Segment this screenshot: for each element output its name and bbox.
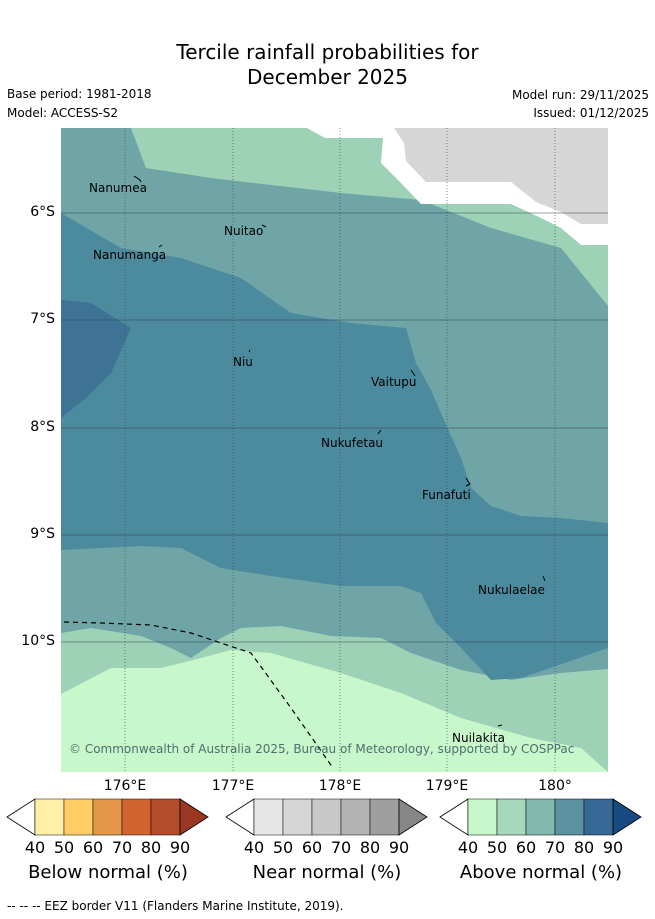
lat-label-8s: 8°S [30, 419, 55, 435]
map-title: Tercile rainfall probabilities for Decem… [0, 40, 655, 90]
above-tick-50: 50 [486, 838, 508, 857]
colorbar-cell [311, 798, 342, 836]
lon-label-179e: 179°E [425, 778, 469, 794]
colorbar-extend-low [439, 798, 469, 836]
legend-above-normal [439, 798, 644, 878]
grid-lines [61, 128, 608, 772]
legend-below-normal [6, 798, 211, 878]
place-funafuti: Funafuti [422, 488, 471, 502]
lon-label-177e: 177°E [211, 778, 255, 794]
lat-label-6s: 6°S [30, 204, 55, 220]
probability-map [61, 128, 608, 772]
colorbar-cell [92, 798, 123, 836]
colorbar-cell [253, 798, 284, 836]
eez-footnote: -- -- -- EEZ border V11 (Flanders Marine… [7, 899, 344, 913]
colorbar-cell [467, 798, 498, 836]
zone-above-70 [61, 213, 608, 680]
near-tick-40: 40 [243, 838, 265, 857]
legend-near-normal [225, 798, 430, 878]
island-mark-vaitupu [410, 369, 416, 377]
island-mark-nuilakita [497, 724, 503, 727]
place-nukulaelae: Nukulaelae [478, 583, 545, 597]
place-nuilakita: Nuilakita [452, 731, 505, 745]
copyright-notice: © Commonwealth of Australia 2025, Bureau… [69, 742, 575, 756]
colorbar-cell [34, 798, 65, 836]
island-mark-nukufetau [377, 429, 382, 435]
no-data-shade [394, 128, 608, 224]
above-tick-80: 80 [573, 838, 595, 857]
place-nukufetau: Nukufetau [321, 436, 384, 450]
place-nuitao: Nuitao [224, 224, 264, 238]
colorbar-cell [525, 798, 556, 836]
colorbar-cell [583, 798, 614, 836]
colorbar-below [6, 798, 209, 836]
model-run: Model run: 29/11/2025 [511, 88, 649, 102]
legend-title-near: Near normal (%) [252, 862, 402, 883]
below-tick-40: 40 [24, 838, 46, 857]
title-line-2: December 2025 [247, 65, 408, 89]
zone-above-80 [61, 300, 131, 418]
legend-title-below: Below normal (%) [28, 862, 188, 883]
above-tick-70: 70 [544, 838, 566, 857]
place-nanumea: Nanumea [89, 181, 147, 195]
lat-label-9s: 9°S [30, 526, 55, 542]
below-tick-70: 70 [111, 838, 133, 857]
place-nanumanga: Nanumanga [93, 248, 167, 262]
island-marks [133, 175, 546, 727]
colorbar-cell [63, 798, 94, 836]
colorbar-cell [554, 798, 585, 836]
island-mark-funafuti [465, 477, 471, 487]
below-tick-90: 90 [169, 838, 191, 857]
colorbar-cell [369, 798, 400, 836]
colorbar-extend-low [6, 798, 36, 836]
colorbar-extend-high [612, 798, 642, 836]
colorbar-extend-high [179, 798, 209, 836]
below-tick-50: 50 [53, 838, 75, 857]
colorbar-extend-low [225, 798, 255, 836]
island-mark-nuitao [261, 224, 267, 228]
model-name: Model: ACCESS-S2 [7, 106, 119, 120]
colorbar-cell [282, 798, 313, 836]
colorbar-above [439, 798, 642, 836]
colorbar-cell [150, 798, 181, 836]
near-tick-90: 90 [388, 838, 410, 857]
above-tick-60: 60 [515, 838, 537, 857]
colorbar-cell [340, 798, 371, 836]
title-line-1: Tercile rainfall probabilities for [176, 40, 479, 64]
island-mark-nanumea [133, 175, 142, 183]
place-vaitupu: Vaitupu [371, 375, 417, 389]
above-tick-40: 40 [457, 838, 479, 857]
colorbar-extend-high [398, 798, 428, 836]
eez-border [63, 621, 334, 769]
issued-date: Issued: 01/12/2025 [533, 106, 649, 120]
lon-label-176e: 176°E [103, 778, 147, 794]
base-period: Base period: 1981-2018 [7, 87, 152, 101]
near-tick-70: 70 [330, 838, 352, 857]
colorbar-cell [121, 798, 152, 836]
island-mark-nukulaelae [542, 575, 546, 582]
below-tick-60: 60 [82, 838, 104, 857]
lon-label-178e: 178°E [318, 778, 362, 794]
legend-title-above: Above normal (%) [459, 862, 623, 883]
below-tick-80: 80 [140, 838, 162, 857]
near-tick-60: 60 [301, 838, 323, 857]
lat-label-7s: 7°S [30, 311, 55, 327]
lat-label-10s: 10°S [21, 633, 55, 649]
island-mark-niu [248, 349, 251, 353]
above-tick-90: 90 [602, 838, 624, 857]
near-tick-50: 50 [272, 838, 294, 857]
map-panel[interactable]: Nanumea Nuitao Nanumanga Niu Vaitupu Nuk… [61, 128, 608, 772]
island-mark-nanumanga [158, 244, 163, 248]
colorbar-near [225, 798, 428, 836]
place-niu: Niu [233, 355, 253, 369]
colorbar-cell [496, 798, 527, 836]
near-tick-80: 80 [359, 838, 381, 857]
lon-label-180: 180° [538, 778, 572, 794]
